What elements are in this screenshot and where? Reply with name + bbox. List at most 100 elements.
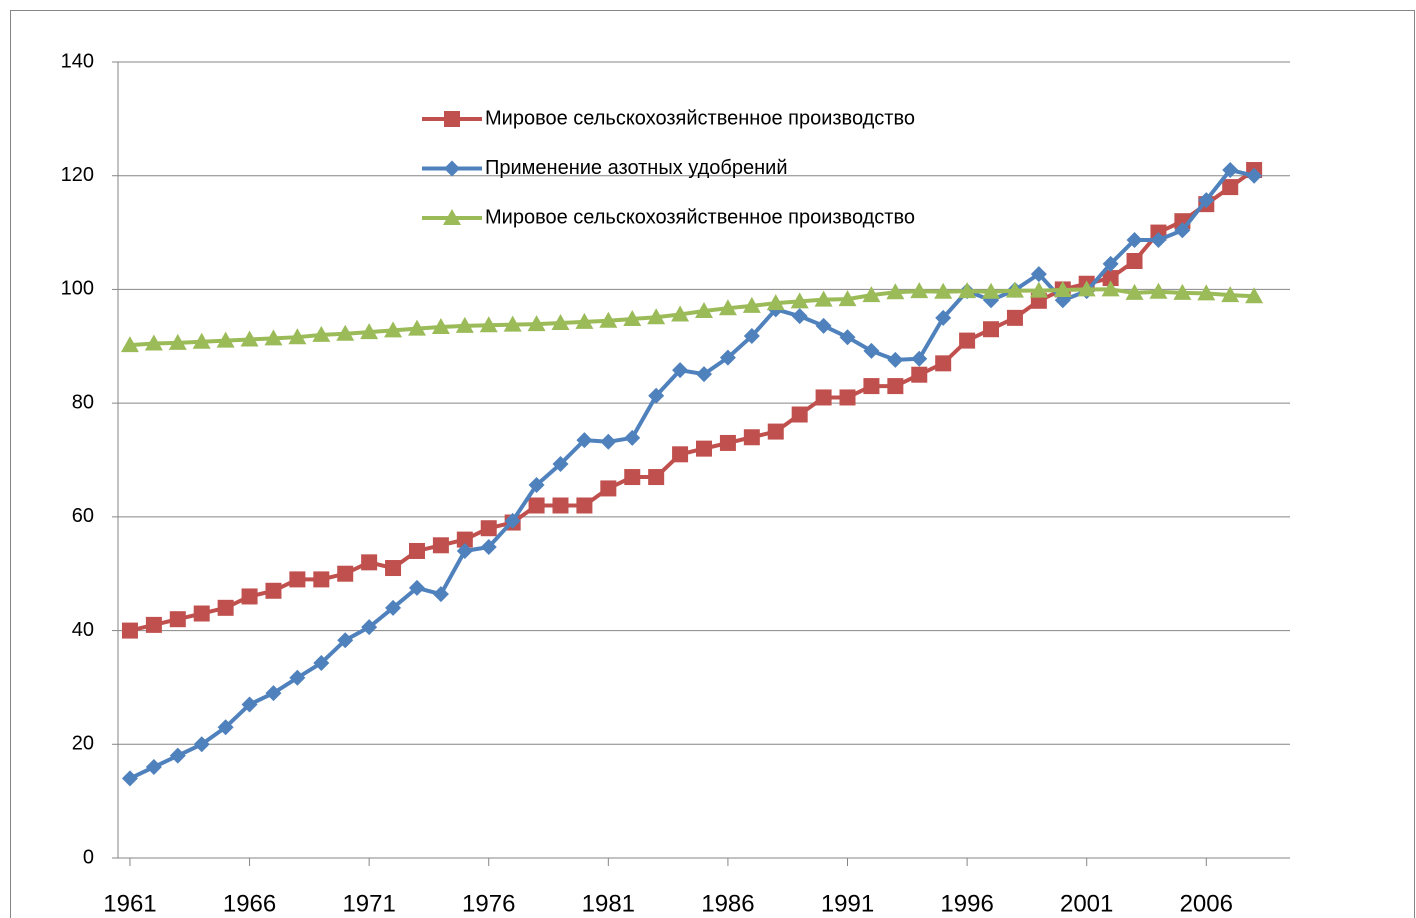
- marker: [241, 588, 258, 605]
- marker: [552, 497, 569, 514]
- marker: [217, 599, 234, 616]
- marker: [336, 324, 355, 341]
- marker: [169, 611, 186, 628]
- marker: [838, 290, 857, 307]
- marker: [265, 582, 282, 599]
- marker: [121, 770, 138, 787]
- marker: [1005, 281, 1024, 298]
- series: [121, 162, 1263, 787]
- marker: [1102, 255, 1119, 272]
- marker: [528, 497, 545, 514]
- series: [120, 280, 1264, 353]
- marker: [145, 616, 162, 633]
- legend-label: Применение азотных удобрений: [485, 157, 788, 179]
- marker: [551, 313, 570, 330]
- marker: [1077, 280, 1096, 297]
- series: [121, 162, 1263, 639]
- marker: [289, 669, 306, 686]
- x-tick-label: 1981: [582, 890, 635, 917]
- marker: [863, 342, 880, 359]
- x-tick-label: 1966: [223, 890, 276, 917]
- marker: [385, 560, 402, 577]
- marker: [863, 378, 880, 395]
- marker: [600, 480, 617, 497]
- marker: [910, 282, 929, 299]
- marker: [361, 554, 378, 571]
- marker: [790, 292, 809, 309]
- marker: [1149, 282, 1168, 299]
- marker: [289, 571, 306, 588]
- y-tick-label: 120: [61, 164, 94, 186]
- marker: [360, 323, 379, 340]
- y-tick-label: 140: [61, 50, 94, 72]
- marker: [264, 329, 283, 346]
- marker: [671, 305, 690, 322]
- marker: [479, 316, 498, 333]
- marker: [1174, 222, 1191, 239]
- marker: [216, 331, 235, 348]
- marker: [1126, 253, 1143, 269]
- marker: [576, 432, 593, 449]
- marker: [1006, 309, 1023, 326]
- marker: [648, 387, 665, 404]
- marker: [886, 283, 905, 300]
- legend-item: Применение азотных удобрений: [422, 157, 788, 179]
- marker: [1173, 283, 1192, 300]
- marker: [384, 321, 403, 338]
- marker: [1197, 284, 1216, 301]
- marker: [982, 282, 1001, 299]
- marker: [456, 531, 473, 548]
- x-tick-label: 2006: [1180, 890, 1233, 917]
- marker: [193, 605, 210, 622]
- marker: [1245, 287, 1264, 304]
- marker: [887, 351, 904, 368]
- marker: [647, 308, 666, 325]
- marker: [385, 599, 402, 616]
- legend-label: Мировое сельскохозяйственное производств…: [485, 107, 915, 129]
- marker: [408, 579, 425, 596]
- marker: [552, 455, 569, 472]
- x-tick-label: 1971: [342, 890, 395, 917]
- x-tick-label: 1961: [103, 890, 156, 917]
- marker: [1222, 162, 1239, 179]
- marker: [407, 319, 426, 336]
- marker: [408, 542, 425, 559]
- marker: [815, 389, 832, 406]
- marker: [193, 736, 210, 753]
- marker: [217, 719, 234, 736]
- marker: [241, 696, 258, 713]
- marker: [1102, 270, 1119, 287]
- marker: [1030, 266, 1047, 283]
- marker: [934, 282, 953, 299]
- marker: [839, 329, 856, 346]
- y-tick-label: 0: [83, 846, 94, 868]
- marker: [455, 316, 474, 333]
- marker: [1125, 283, 1144, 300]
- marker: [1126, 231, 1143, 248]
- marker: [624, 429, 641, 446]
- marker: [432, 537, 449, 554]
- marker: [444, 160, 460, 177]
- marker: [480, 538, 497, 555]
- marker: [623, 309, 642, 326]
- marker: [1222, 179, 1239, 196]
- marker: [1150, 231, 1167, 248]
- series-line: [129, 168, 1255, 781]
- marker: [935, 309, 952, 326]
- marker: [431, 317, 450, 334]
- marker: [288, 328, 307, 345]
- marker: [887, 378, 904, 395]
- marker: [504, 512, 521, 529]
- grid: [118, 61, 1290, 859]
- marker: [766, 294, 785, 311]
- marker: [1221, 286, 1240, 303]
- marker: [312, 325, 331, 342]
- marker: [169, 747, 186, 764]
- legend-item: Мировое сельскохозяйственное производств…: [422, 206, 915, 228]
- marker: [168, 333, 187, 350]
- chart-border: [10, 10, 1415, 918]
- marker: [624, 469, 641, 486]
- marker: [743, 429, 760, 446]
- series-line: [129, 168, 1256, 633]
- marker: [121, 622, 138, 639]
